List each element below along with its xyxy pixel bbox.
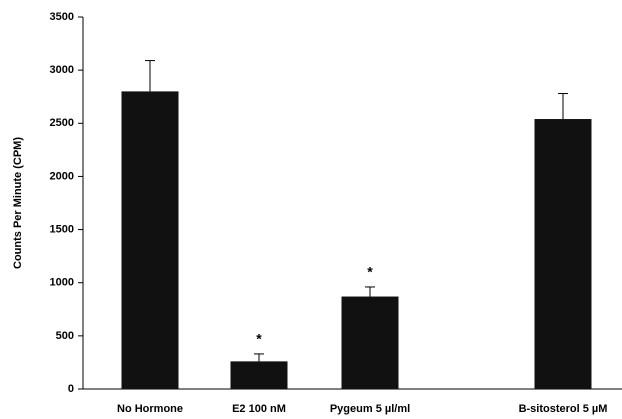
bar [341, 296, 399, 389]
significance-mark: * [367, 264, 373, 280]
y-tick-label: 3500 [50, 11, 74, 23]
y-axis-label: Counts Per Minute (CPM) [12, 137, 24, 269]
y-tick-label: 0 [68, 383, 74, 395]
y-tick-label: 500 [56, 330, 74, 342]
y-tick-label: 2500 [50, 117, 74, 129]
y-tick-label: 2000 [50, 170, 74, 182]
y-tick-label: 1000 [50, 277, 74, 289]
significance-mark: * [256, 331, 262, 347]
x-tick-label: E2 100 nM [232, 403, 286, 415]
x-tick-label: Pygeum 5 µl/ml [330, 403, 410, 415]
y-tick-label: 3000 [50, 64, 74, 76]
x-tick-label: No Hormone [117, 403, 183, 415]
bar [121, 91, 179, 390]
x-tick-label: B-sitosterol 5 µM [519, 403, 608, 415]
y-tick-label: 1500 [50, 223, 74, 235]
bar [534, 119, 592, 389]
bar [230, 361, 288, 389]
